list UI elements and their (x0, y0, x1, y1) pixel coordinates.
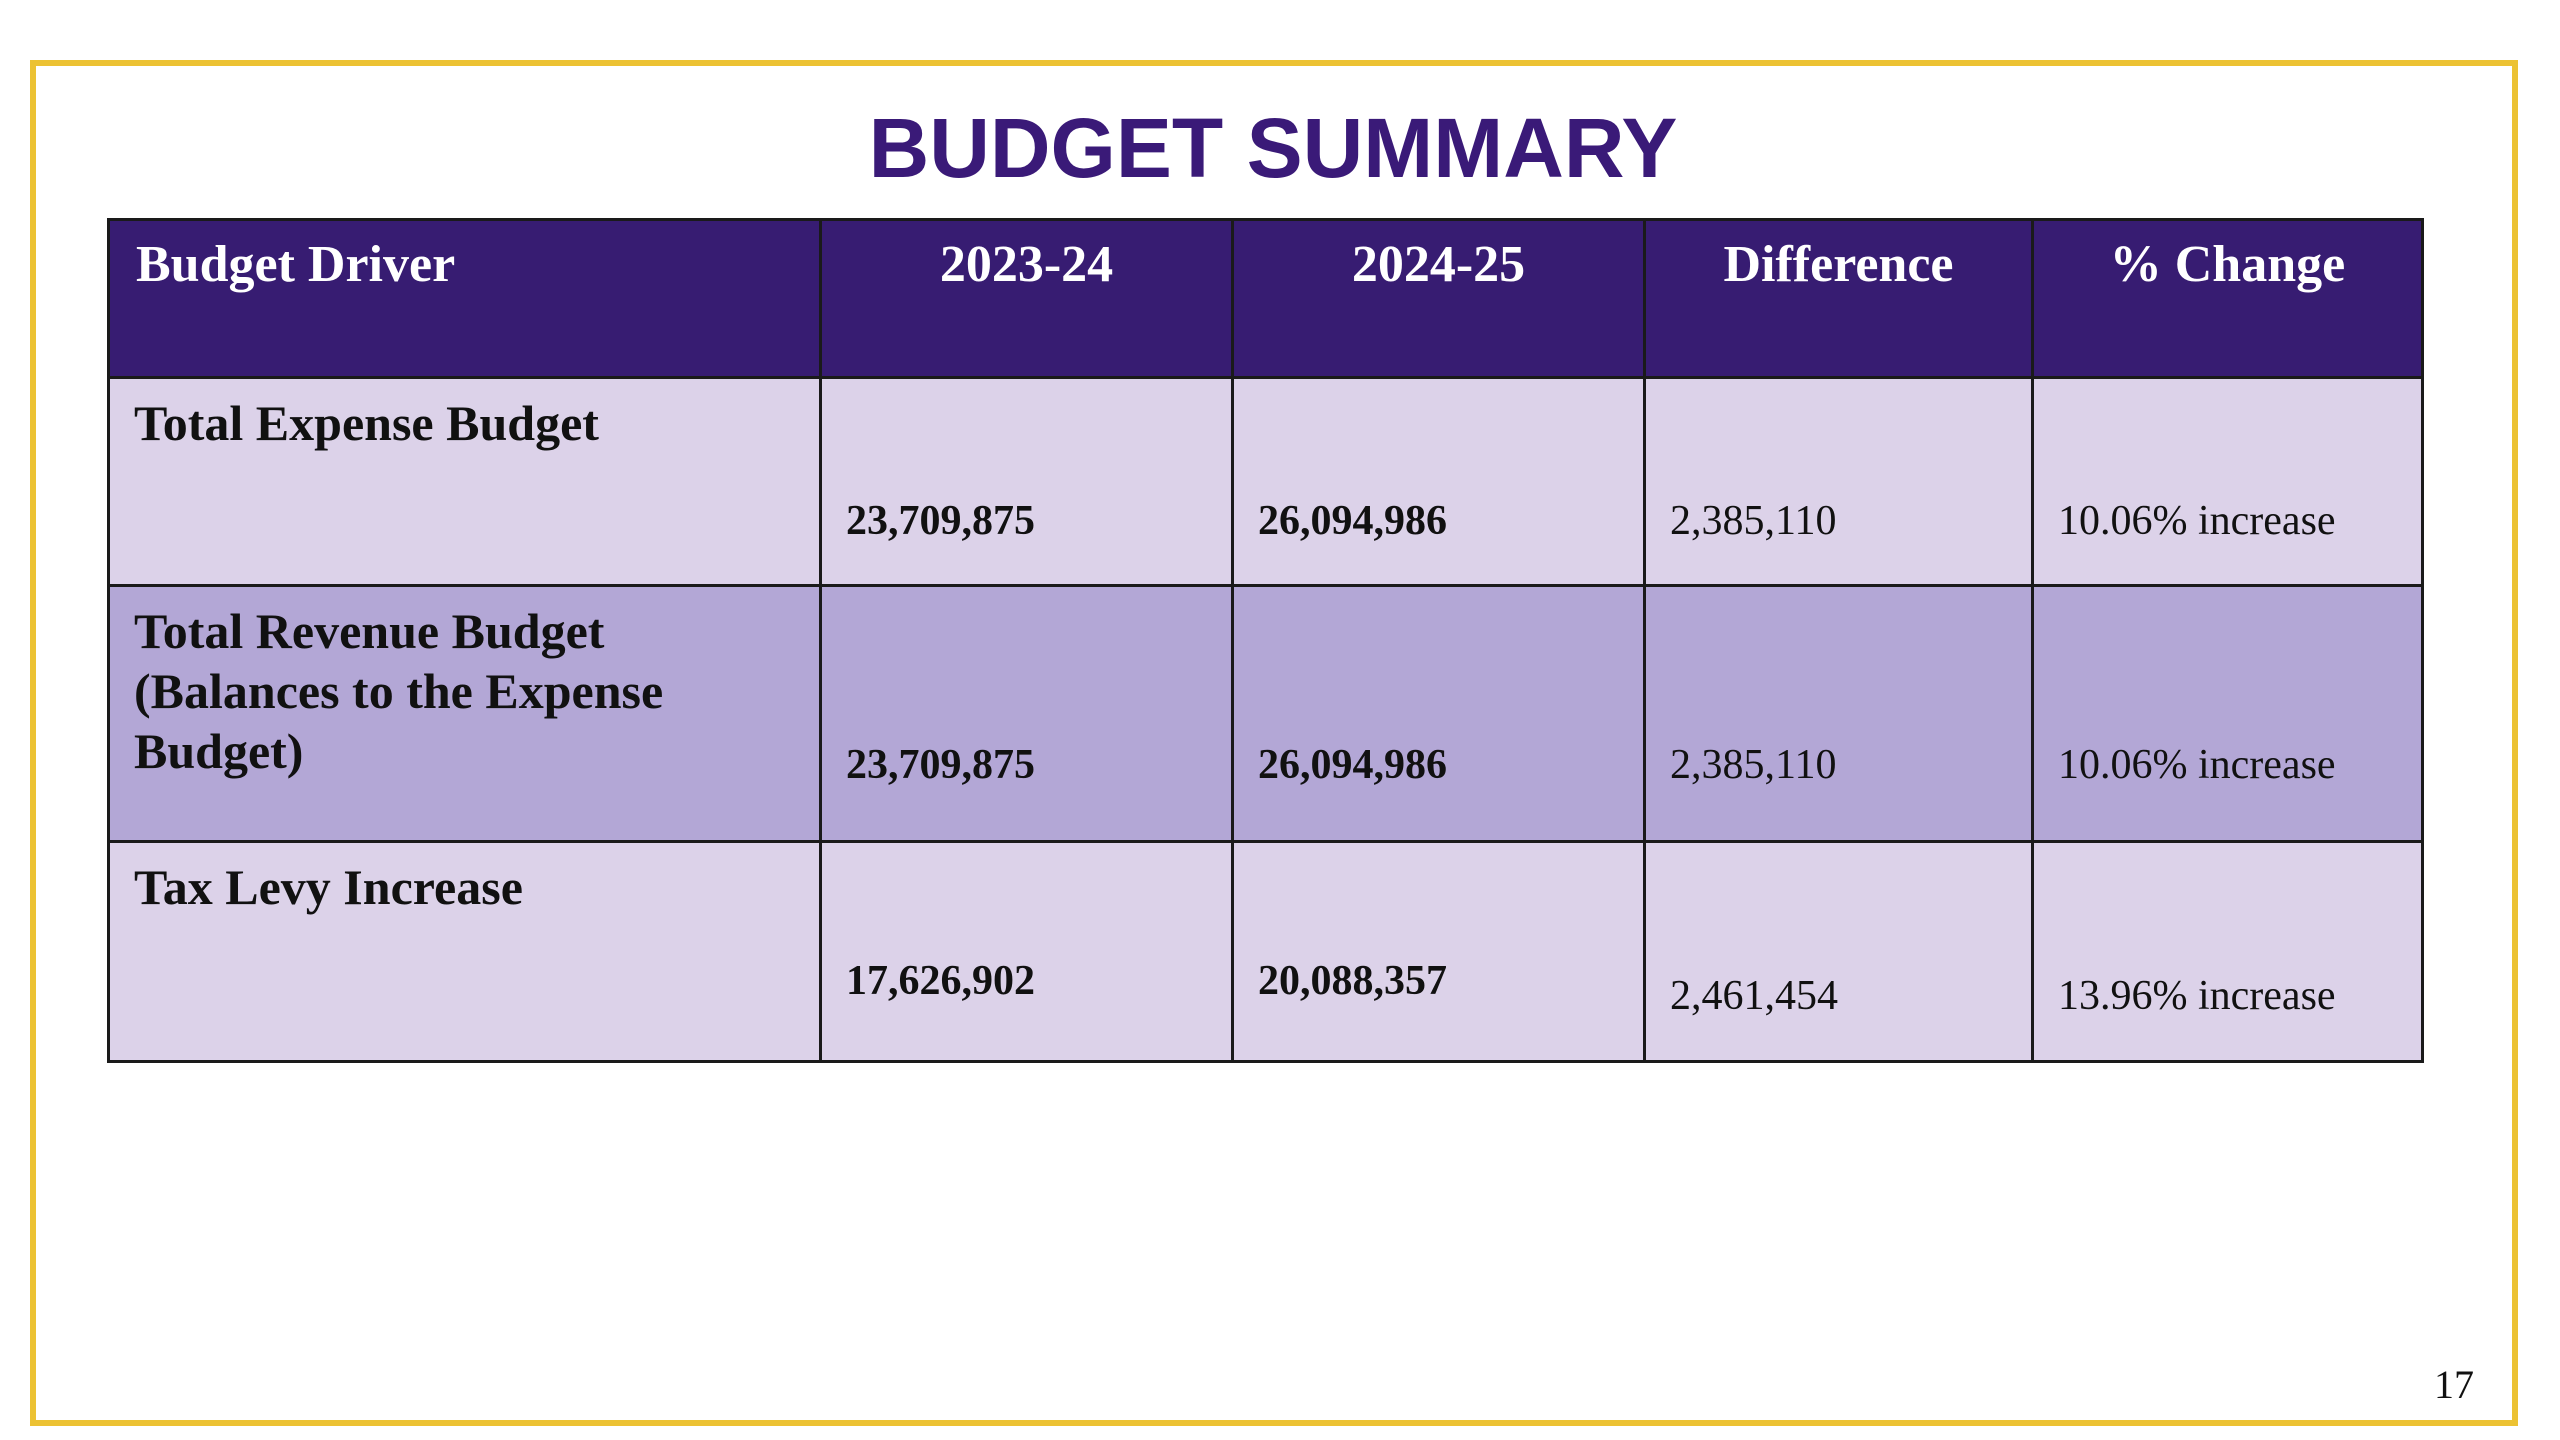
page-number: 17 (2434, 1362, 2474, 1407)
budget-summary-table: Budget Driver 2023-24 2024-25 Difference… (107, 218, 2424, 1063)
slide-frame: BUDGET SUMMARY Budget Driver 2023-24 202… (30, 60, 2518, 1426)
header-difference: Difference (1643, 218, 2034, 379)
row-driver-label: Total Revenue Budget (Balances to the Ex… (107, 584, 822, 843)
cell-difference: 2,385,110 (1643, 584, 2034, 843)
header-pct-change: % Change (2031, 218, 2424, 379)
row-driver-label: Tax Levy Increase (107, 840, 822, 1063)
header-2023-24: 2023-24 (819, 218, 1234, 379)
table-header-row: Budget Driver 2023-24 2024-25 Difference… (107, 218, 2424, 379)
cell-2024-25: 20,088,357 (1231, 840, 1646, 1063)
cell-pct-change: 10.06% increase (2031, 376, 2424, 587)
cell-difference: 2,461,454 (1643, 840, 2034, 1063)
table-row: Total Expense Budget 23,709,875 26,094,9… (107, 376, 2424, 587)
table-row: Tax Levy Increase 17,626,902 20,088,357 … (107, 840, 2424, 1063)
cell-difference: 2,385,110 (1643, 376, 2034, 587)
cell-2023-24: 17,626,902 (819, 840, 1234, 1063)
header-2024-25: 2024-25 (1231, 218, 1646, 379)
cell-2024-25: 26,094,986 (1231, 376, 1646, 587)
header-budget-driver: Budget Driver (107, 218, 822, 379)
page-title: BUDGET SUMMARY (868, 101, 1678, 195)
table-row: Total Revenue Budget (Balances to the Ex… (107, 584, 2424, 843)
row-driver-label: Total Expense Budget (107, 376, 822, 587)
cell-pct-change: 10.06% increase (2031, 584, 2424, 843)
cell-2023-24: 23,709,875 (819, 376, 1234, 587)
cell-2024-25: 26,094,986 (1231, 584, 1646, 843)
cell-pct-change: 13.96% increase (2031, 840, 2424, 1063)
cell-2023-24: 23,709,875 (819, 584, 1234, 843)
